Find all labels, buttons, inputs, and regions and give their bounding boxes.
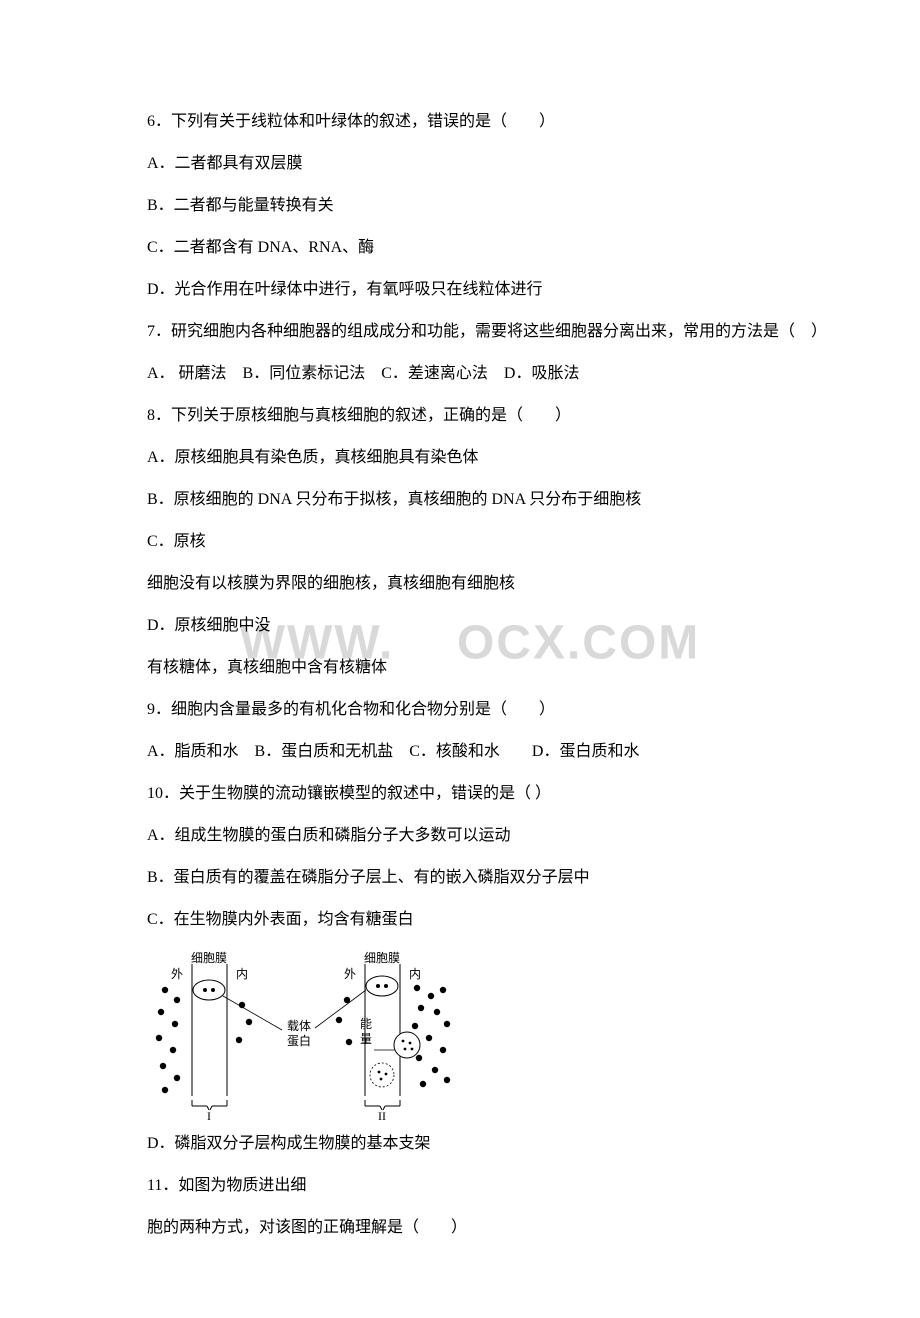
q10-opt-d: D．磷脂双分子层构成生物膜的基本支架 — [115, 1132, 825, 1156]
diagram-label-i: I — [207, 1109, 211, 1120]
q8-opt-c: C．原核 — [115, 530, 825, 554]
q10-opt-c: C．在生物膜内外表面，均含有糖蛋白 — [115, 908, 825, 932]
membrane-diagram: 细胞膜 外 内 载体 蛋白 — [147, 950, 825, 1120]
q8-opt-d-cont: 有核糖体，真核细胞中含有核糖体 — [115, 656, 825, 680]
q6-stem: 6．下列有关于线粒体和叶绿体的叙述，错误的是（ ） — [115, 110, 825, 134]
q10-opt-b: B．蛋白质有的覆盖在磷脂分子层上、有的嵌入磷脂双分子层中 — [115, 866, 825, 890]
diagram-carrier-label-2: 蛋白 — [287, 1033, 311, 1048]
q8-opt-d: D．原核细胞中没 — [115, 614, 825, 638]
q7-options: A． 研磨法 B．同位素标记法 C．差速离心法 D．吸胀法 — [115, 362, 825, 386]
diagram-title-left: 细胞膜 — [191, 951, 227, 965]
q8-opt-a: A．原核细胞具有染色质，真核细胞具有染色体 — [115, 446, 825, 470]
diagram-carrier-label-1: 载体 — [287, 1019, 311, 1033]
diagram-energy-label-2: 量 — [360, 1032, 372, 1046]
diagram-inner-left: 内 — [236, 967, 248, 981]
q11-stem-cont: 胞的两种方式，对该图的正确理解是（ ） — [115, 1216, 825, 1240]
q6-opt-d: D．光合作用在叶绿体中进行，有氧呼吸只在线粒体进行 — [115, 278, 825, 302]
diagram-title-right: 细胞膜 — [364, 951, 400, 965]
q8-opt-b: B．原核细胞的 DNA 只分布于拟核，真核细胞的 DNA 只分布于细胞核 — [115, 488, 825, 512]
q11-stem: 11．如图为物质进出细 — [115, 1174, 825, 1198]
q8-opt-c-cont: 细胞没有以核膜为界限的细胞核，真核细胞有细胞核 — [115, 572, 825, 596]
q7-stem: 7．研究细胞内各种细胞器的组成成分和功能，需要将这些细胞器分离出来，常用的方法是… — [115, 320, 825, 344]
q10-opt-a: A．组成生物膜的蛋白质和磷脂分子大多数可以运动 — [115, 824, 825, 848]
q8-stem: 8．下列关于原核细胞与真核细胞的叙述，正确的是（ ） — [115, 404, 825, 428]
diagram-label-ii: II — [378, 1109, 386, 1120]
q6-opt-a: A．二者都具有双层膜 — [115, 152, 825, 176]
diagram-inner-right: 内 — [409, 967, 421, 981]
diagram-energy-label-1: 能 — [360, 1017, 372, 1031]
q9-options: A．脂质和水 B．蛋白质和无机盐 C．核酸和水 D．蛋白质和水 — [115, 740, 825, 764]
diagram-outer-right: 外 — [344, 967, 356, 981]
q6-opt-b: B．二者都与能量转换有关 — [115, 194, 825, 218]
q10-stem: 10．关于生物膜的流动镶嵌模型的叙述中，错误的是（ ） — [115, 782, 825, 806]
q6-opt-c: C．二者都含有 DNA、RNA、酶 — [115, 236, 825, 260]
q9-stem: 9．细胞内含量最多的有机化合物和化合物分别是（ ） — [115, 698, 825, 722]
diagram-outer-left: 外 — [171, 967, 183, 981]
